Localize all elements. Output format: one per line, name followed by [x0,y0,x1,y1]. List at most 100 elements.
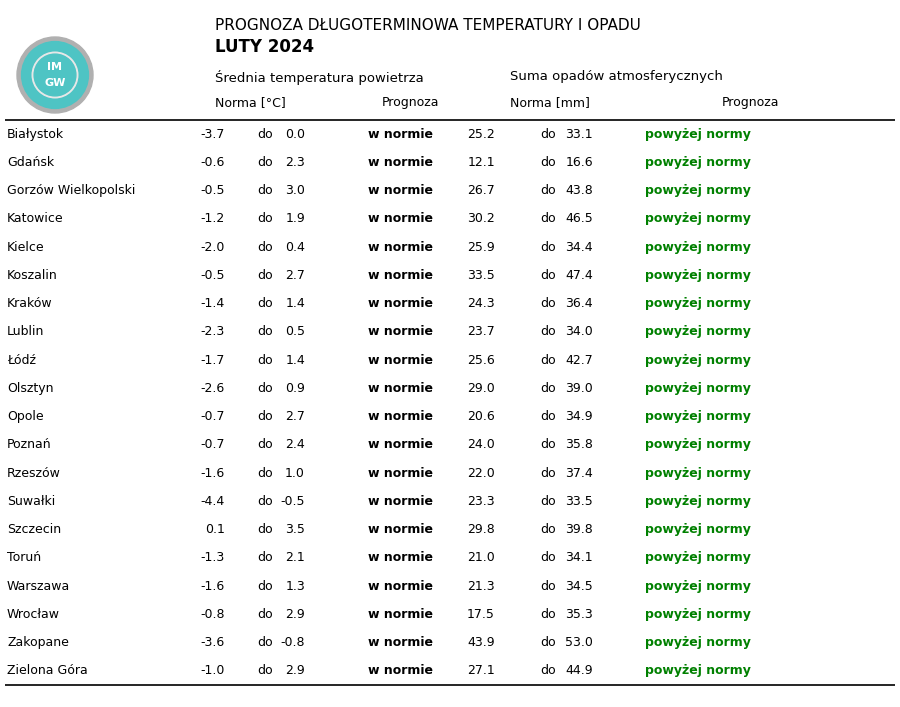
Text: do: do [257,156,273,169]
Text: w normie: w normie [368,636,433,649]
Text: w normie: w normie [368,382,433,395]
Text: 47.4: 47.4 [565,269,593,282]
Text: powyżej normy: powyżej normy [645,523,751,536]
Text: Norma [°C]: Norma [°C] [215,96,286,109]
Text: do: do [257,551,273,564]
Text: do: do [540,297,556,310]
Text: do: do [540,410,556,423]
Text: 2.7: 2.7 [285,410,305,423]
Text: do: do [540,354,556,367]
Text: do: do [540,325,556,339]
Text: 20.6: 20.6 [467,410,495,423]
Text: do: do [540,184,556,197]
Text: -1.0: -1.0 [201,665,225,677]
Text: do: do [540,636,556,649]
Text: w normie: w normie [368,438,433,451]
Text: 27.1: 27.1 [467,665,495,677]
Text: 36.4: 36.4 [565,297,593,310]
Text: -0.6: -0.6 [201,156,225,169]
Text: w normie: w normie [368,410,433,423]
Text: w normie: w normie [368,156,433,169]
Text: 33.1: 33.1 [565,128,593,141]
Text: powyżej normy: powyżej normy [645,128,751,141]
Text: Szczecin: Szczecin [7,523,61,536]
Text: do: do [257,580,273,592]
Text: do: do [540,665,556,677]
Text: w normie: w normie [368,608,433,621]
Text: 3.5: 3.5 [285,523,305,536]
Text: -1.2: -1.2 [201,212,225,226]
Text: -4.4: -4.4 [201,495,225,508]
Text: 2.9: 2.9 [285,608,305,621]
Text: 12.1: 12.1 [467,156,495,169]
Text: powyżej normy: powyżej normy [645,467,751,479]
Text: 53.0: 53.0 [565,636,593,649]
Text: 2.3: 2.3 [285,156,305,169]
Text: 1.4: 1.4 [285,354,305,367]
Text: powyżej normy: powyżej normy [645,551,751,564]
Text: 0.0: 0.0 [285,128,305,141]
Text: 29.0: 29.0 [467,382,495,395]
Text: powyżej normy: powyżej normy [645,325,751,339]
Text: w normie: w normie [368,495,433,508]
Text: 33.5: 33.5 [565,495,593,508]
Text: 30.2: 30.2 [467,212,495,226]
Text: powyżej normy: powyżej normy [645,665,751,677]
Text: w normie: w normie [368,354,433,367]
Text: Kielce: Kielce [7,240,45,254]
Text: powyżej normy: powyżej normy [645,354,751,367]
Text: Norma [mm]: Norma [mm] [510,96,590,109]
Text: 39.8: 39.8 [565,523,593,536]
Text: do: do [540,156,556,169]
Text: w normie: w normie [368,212,433,226]
Text: 35.3: 35.3 [565,608,593,621]
Text: Koszalin: Koszalin [7,269,58,282]
Text: -1.3: -1.3 [201,551,225,564]
Text: 1.0: 1.0 [285,467,305,479]
Text: do: do [540,212,556,226]
Text: 39.0: 39.0 [565,382,593,395]
Text: do: do [257,354,273,367]
Text: do: do [257,382,273,395]
Text: do: do [257,636,273,649]
Text: do: do [540,467,556,479]
Text: -0.8: -0.8 [201,608,225,621]
Text: w normie: w normie [368,665,433,677]
Text: do: do [257,438,273,451]
Text: powyżej normy: powyżej normy [645,438,751,451]
Text: -0.5: -0.5 [201,269,225,282]
Text: -1.6: -1.6 [201,580,225,592]
Text: 46.5: 46.5 [565,212,593,226]
Text: 34.9: 34.9 [565,410,593,423]
Text: 24.0: 24.0 [467,438,495,451]
Text: powyżej normy: powyżej normy [645,608,751,621]
Text: Warszawa: Warszawa [7,580,70,592]
Text: -1.6: -1.6 [201,467,225,479]
Text: Prognoza: Prognoza [722,96,779,109]
Text: do: do [257,269,273,282]
Text: 34.1: 34.1 [565,551,593,564]
Text: do: do [540,523,556,536]
Text: do: do [540,580,556,592]
Text: 42.7: 42.7 [565,354,593,367]
Text: powyżej normy: powyżej normy [645,636,751,649]
Text: do: do [540,269,556,282]
Text: w normie: w normie [368,184,433,197]
Text: do: do [540,128,556,141]
Text: do: do [257,240,273,254]
Text: 44.9: 44.9 [565,665,593,677]
Text: -0.8: -0.8 [281,636,305,649]
Text: Poznań: Poznań [7,438,51,451]
Text: do: do [257,495,273,508]
Text: powyżej normy: powyżej normy [645,382,751,395]
Text: 34.4: 34.4 [565,240,593,254]
Text: PROGNOZA DŁUGOTERMINOWA TEMPERATURY I OPADU: PROGNOZA DŁUGOTERMINOWA TEMPERATURY I OP… [215,18,641,33]
Circle shape [34,54,76,96]
Text: Białystok: Białystok [7,128,64,141]
Text: powyżej normy: powyżej normy [645,240,751,254]
Text: 37.4: 37.4 [565,467,593,479]
Text: powyżej normy: powyżej normy [645,156,751,169]
Text: 22.0: 22.0 [467,467,495,479]
Text: 0.1: 0.1 [205,523,225,536]
Text: 33.5: 33.5 [467,269,495,282]
